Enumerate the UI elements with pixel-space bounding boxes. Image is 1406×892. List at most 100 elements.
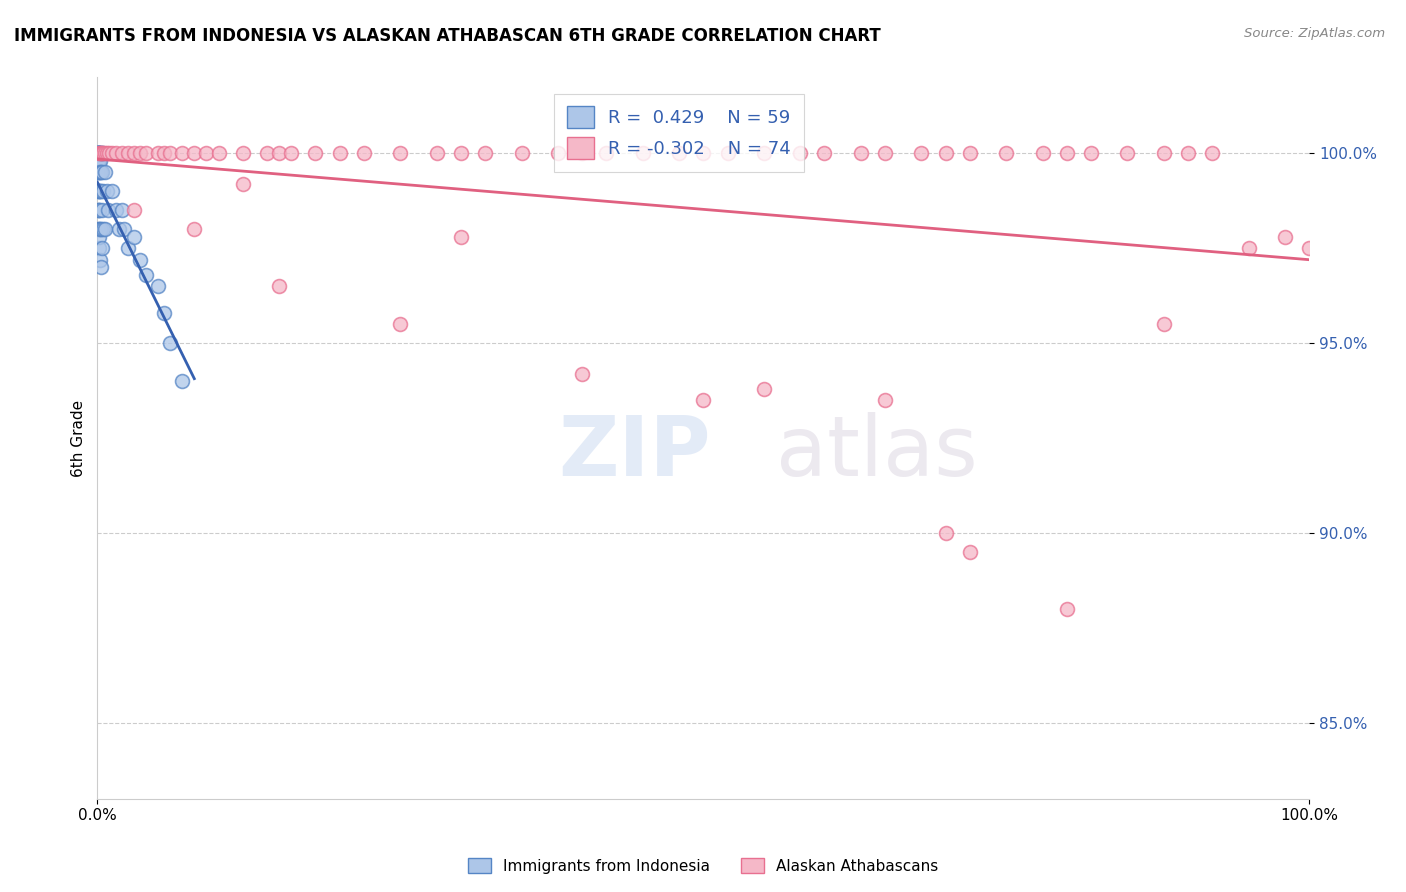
Legend: R =  0.429    N = 59, R = -0.302    N = 74: R = 0.429 N = 59, R = -0.302 N = 74 xyxy=(554,94,804,172)
Point xyxy=(935,526,957,541)
Point xyxy=(426,146,449,161)
Point xyxy=(98,146,121,161)
Point xyxy=(87,222,110,236)
Point xyxy=(1201,146,1223,161)
Point xyxy=(813,146,835,161)
Point xyxy=(90,165,112,179)
Point xyxy=(183,222,205,236)
Point xyxy=(153,146,176,161)
Point xyxy=(1032,146,1054,161)
Point xyxy=(329,146,352,161)
Point xyxy=(1177,146,1199,161)
Point xyxy=(128,146,150,161)
Point xyxy=(101,184,124,198)
Point xyxy=(1153,146,1175,161)
Point xyxy=(87,153,110,168)
Point xyxy=(110,146,132,161)
Point xyxy=(153,306,176,320)
Point xyxy=(91,146,114,161)
Point xyxy=(89,146,111,161)
Point xyxy=(716,146,738,161)
Point xyxy=(195,146,218,161)
Point xyxy=(474,146,496,161)
Point xyxy=(117,241,139,255)
Point xyxy=(104,146,127,161)
Point xyxy=(692,146,714,161)
Point xyxy=(510,146,533,161)
Y-axis label: 6th Grade: 6th Grade xyxy=(72,400,86,476)
Point xyxy=(97,203,120,218)
Point xyxy=(873,393,896,408)
Point xyxy=(304,146,326,161)
Point xyxy=(122,146,145,161)
Text: IMMIGRANTS FROM INDONESIA VS ALASKAN ATHABASCAN 6TH GRADE CORRELATION CHART: IMMIGRANTS FROM INDONESIA VS ALASKAN ATH… xyxy=(14,27,880,45)
Point xyxy=(87,203,110,218)
Point xyxy=(1080,146,1102,161)
Point xyxy=(89,230,111,244)
Point xyxy=(353,146,375,161)
Point xyxy=(935,146,957,161)
Point xyxy=(1116,146,1139,161)
Point xyxy=(87,165,110,179)
Point xyxy=(89,222,111,236)
Text: ZIP: ZIP xyxy=(558,412,710,493)
Point xyxy=(90,146,112,161)
Point xyxy=(122,230,145,244)
Point xyxy=(959,146,981,161)
Point xyxy=(96,146,118,161)
Point xyxy=(172,146,194,161)
Point xyxy=(112,222,135,236)
Point xyxy=(595,146,617,161)
Point xyxy=(631,146,654,161)
Point xyxy=(87,165,110,179)
Point xyxy=(93,146,115,161)
Point xyxy=(269,146,291,161)
Point xyxy=(87,153,110,168)
Point xyxy=(93,184,115,198)
Point xyxy=(135,146,157,161)
Point xyxy=(96,184,118,198)
Text: Source: ZipAtlas.com: Source: ZipAtlas.com xyxy=(1244,27,1385,40)
Point xyxy=(172,374,194,388)
Point xyxy=(87,184,110,198)
Point xyxy=(90,146,112,161)
Point xyxy=(93,222,115,236)
Point xyxy=(108,222,131,236)
Point xyxy=(91,146,114,161)
Point xyxy=(450,146,472,161)
Point xyxy=(269,279,291,293)
Point xyxy=(87,146,110,161)
Point xyxy=(692,393,714,408)
Point xyxy=(547,146,569,161)
Point xyxy=(87,241,110,255)
Point xyxy=(93,165,115,179)
Point xyxy=(87,146,110,161)
Point xyxy=(849,146,872,161)
Point xyxy=(389,317,412,331)
Point xyxy=(93,146,115,161)
Point xyxy=(146,146,169,161)
Point xyxy=(87,146,110,161)
Point xyxy=(93,222,115,236)
Point xyxy=(135,268,157,282)
Point xyxy=(89,184,111,198)
Point xyxy=(128,252,150,267)
Point xyxy=(89,184,111,198)
Point xyxy=(104,203,127,218)
Point xyxy=(232,177,254,191)
Point xyxy=(87,184,110,198)
Point xyxy=(90,260,112,275)
Point xyxy=(873,146,896,161)
Text: atlas: atlas xyxy=(776,412,977,493)
Point xyxy=(668,146,690,161)
Point xyxy=(110,203,132,218)
Point xyxy=(87,146,110,161)
Point xyxy=(91,241,114,255)
Point xyxy=(280,146,302,161)
Point xyxy=(90,222,112,236)
Point xyxy=(89,165,111,179)
Point xyxy=(910,146,932,161)
Point xyxy=(995,146,1018,161)
Point xyxy=(89,146,111,161)
Point xyxy=(1056,602,1078,616)
